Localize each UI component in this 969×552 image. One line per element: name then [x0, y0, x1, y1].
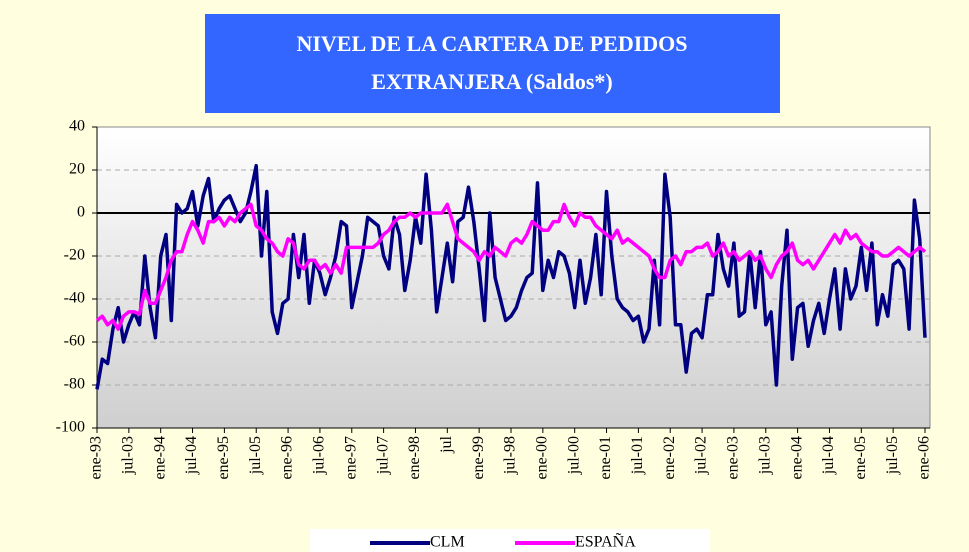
chart-title: NIVEL DE LA CARTERA DE PEDIDOS: [296, 31, 687, 56]
x-tick-label: ene-94: [151, 436, 168, 480]
x-tick-label: jul-98: [502, 436, 519, 475]
x-tick-label: ene-00: [534, 436, 551, 480]
x-tick-label: jul: [438, 435, 455, 453]
x-tick-label: jul-03: [756, 436, 773, 475]
title-box: [205, 14, 780, 113]
x-tick-label: ene-97: [342, 436, 359, 480]
legend: [310, 529, 710, 552]
x-tick-label: ene-04: [788, 436, 805, 480]
x-tick-label: jul-03: [120, 436, 137, 475]
y-tick-label: -80: [64, 376, 85, 393]
y-tick-label: -100: [56, 419, 85, 436]
series-line: [95, 202, 927, 331]
x-tick-label: ene-01: [597, 436, 614, 480]
x-tick-label: jul-05: [884, 436, 901, 475]
x-tick-label: ene-98: [406, 436, 423, 480]
x-tick-label: jul-01: [629, 436, 646, 475]
y-tick-label: -60: [64, 333, 85, 350]
x-tick-label: ene-95: [215, 436, 232, 480]
x-tick-label: ene-93: [88, 436, 105, 480]
y-tick-label: -40: [64, 290, 85, 307]
y-tick-label: 40: [69, 118, 85, 135]
chart-title: EXTRANJERA (Saldos*): [371, 69, 612, 94]
x-tick-label: jul-00: [565, 436, 582, 475]
x-tick-label: ene-03: [725, 436, 742, 480]
x-tick-label: ene-96: [279, 436, 296, 480]
y-tick-label: 20: [69, 161, 85, 178]
x-tick-label: jul-02: [693, 436, 710, 475]
x-tick-label: jul-07: [374, 436, 391, 475]
x-tick-label: jul-04: [820, 436, 837, 475]
y-tick-label: -20: [64, 247, 85, 264]
y-tick-label: 0: [77, 204, 85, 221]
x-tick-label: ene-99: [470, 436, 487, 480]
legend-label: CLM: [430, 534, 465, 551]
x-tick-label: jul-05: [247, 436, 264, 475]
x-tick-label: ene-02: [661, 436, 678, 480]
legend-label: ESPAÑA: [575, 533, 636, 551]
series-line: [95, 163, 927, 390]
x-tick-label: ene-06: [916, 436, 933, 480]
x-tick-label: ene-05: [852, 436, 869, 480]
x-tick-label: jul-06: [311, 436, 328, 475]
plot-area: [96, 126, 931, 429]
x-tick-label: jul-04: [183, 436, 200, 475]
